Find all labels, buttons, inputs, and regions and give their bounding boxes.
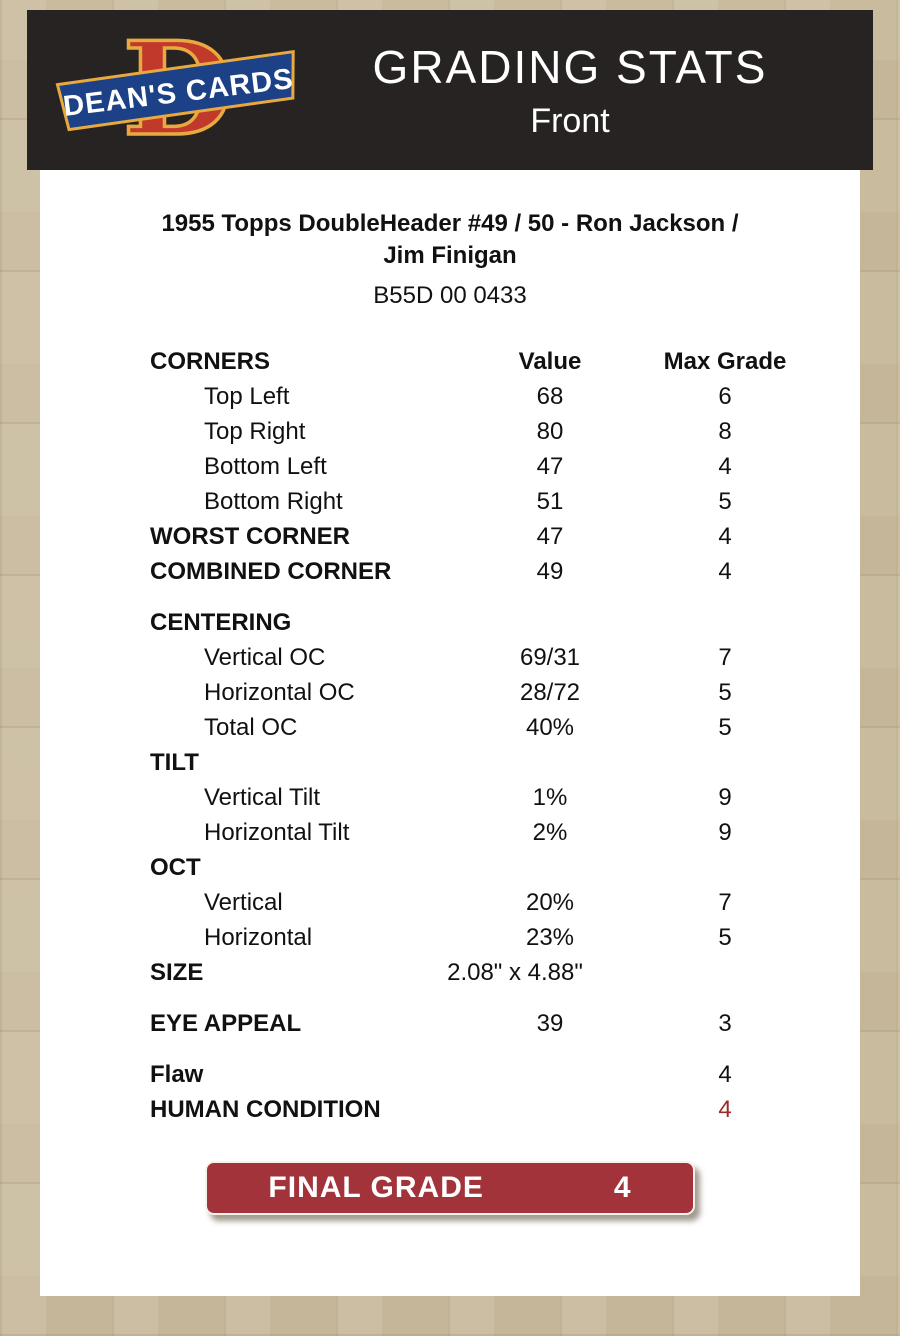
table-row: TILT — [150, 745, 860, 780]
row-label: Vertical Tilt — [204, 783, 321, 811]
row-grade: 4 — [718, 1060, 732, 1088]
row-label: Horizontal Tilt — [204, 818, 350, 846]
table-row: EYE APPEAL 39 3 — [150, 1006, 860, 1041]
row-value: 69/31 — [519, 643, 581, 671]
row-grade: 7 — [718, 888, 732, 916]
row-grade: 4 — [718, 557, 732, 585]
page-title: GRADING STATS — [372, 40, 768, 93]
table-row: Total OC 40% 5 — [150, 710, 860, 745]
row-grade: Max Grade — [663, 347, 787, 375]
row-label: SIZE — [150, 958, 204, 986]
row-grade: 5 — [718, 487, 732, 515]
table-row: CORNERS Value Max Grade — [150, 344, 860, 379]
table-row: SIZE 2.08" x 4.88" — [150, 955, 860, 990]
table-row: Vertical 20% 7 — [150, 885, 860, 920]
row-label: COMBINED CORNER — [150, 557, 392, 585]
row-value: 47 — [536, 452, 564, 480]
stats-table: CORNERS Value Max Grade Top Left 68 6 Top Righ… — [40, 344, 860, 1127]
row-value: 20% — [525, 888, 575, 916]
row-label: Horizontal — [204, 923, 313, 951]
row-label: Top Right — [204, 417, 306, 445]
row-grade: 5 — [718, 713, 732, 741]
row-label: WORST CORNER — [150, 522, 350, 550]
row-grade: 6 — [718, 382, 732, 410]
table-row: OCT — [150, 850, 860, 885]
card-title-line1: 1955 Topps DoubleHeader #49 / 50 - Ron J… — [161, 210, 739, 237]
row-label: Bottom Left — [204, 452, 327, 480]
row-value: 49 — [536, 557, 564, 585]
row-grade: 9 — [718, 818, 732, 846]
table-row: Bottom Right 51 5 — [150, 484, 860, 519]
row-label: HUMAN CONDITION — [150, 1095, 381, 1123]
header-titles: GRADING STATS Front — [303, 40, 873, 141]
final-grade-button[interactable]: FINAL GRADE 4 — [205, 1161, 695, 1215]
row-value: 2% — [532, 818, 568, 846]
row-label: Bottom Right — [204, 487, 343, 515]
row-value: 2.08" x 4.88" — [447, 958, 583, 986]
table-row: Flaw 4 — [150, 1057, 860, 1092]
deans-cards-logo: D DEAN'S CARDS — [53, 13, 303, 166]
table-row: WORST CORNER 47 4 — [150, 519, 860, 554]
row-grade: 8 — [718, 417, 732, 445]
row-grade: 3 — [718, 1009, 732, 1037]
row-value: 51 — [536, 487, 564, 515]
row-grade: 9 — [718, 783, 732, 811]
row-value: 80 — [536, 417, 564, 445]
row-value: 28/72 — [519, 678, 581, 706]
content-sheet: 1955 Topps DoubleHeader #49 / 50 - Ron J… — [40, 170, 860, 1296]
row-grade: 7 — [718, 643, 732, 671]
row-value: 23% — [525, 923, 575, 951]
table-row: CENTERING — [150, 605, 860, 640]
table-row: Vertical OC 69/31 7 — [150, 640, 860, 675]
card-title-line2: Jim Finigan — [383, 242, 517, 269]
row-value: 39 — [536, 1009, 564, 1037]
row-label: Vertical OC — [204, 643, 326, 671]
table-row: Bottom Left 47 4 — [150, 449, 860, 484]
row-label: Horizontal OC — [204, 678, 355, 706]
row-value: 47 — [536, 522, 564, 550]
table-row: Horizontal OC 28/72 5 — [150, 675, 860, 710]
row-grade: 4 — [718, 452, 732, 480]
page-subtitle: Front — [530, 101, 610, 140]
logo-icon: D DEAN'S CARDS — [55, 13, 295, 166]
row-value: Value — [518, 347, 582, 375]
row-label: OCT — [150, 853, 201, 881]
card-serial: B55D 00 0433 — [373, 282, 527, 309]
final-grade-value: 4 — [613, 1171, 632, 1204]
row-label: CORNERS — [150, 347, 271, 375]
table-row: Horizontal 23% 5 — [150, 920, 860, 955]
row-value: 1% — [532, 783, 568, 811]
table-row: Top Left 68 6 — [150, 379, 860, 414]
row-label: Total OC — [204, 713, 298, 741]
header-bar: D DEAN'S CARDS GRADING STATS Front — [27, 10, 873, 170]
row-grade: 5 — [718, 923, 732, 951]
logo-ribbon — [55, 49, 295, 131]
table-row: HUMAN CONDITION 4 — [150, 1092, 860, 1127]
table-row: Vertical Tilt 1% 9 — [150, 780, 860, 815]
row-grade: 4 — [718, 1095, 732, 1123]
row-value: 40% — [525, 713, 575, 741]
row-grade: 4 — [718, 522, 732, 550]
final-grade-label: FINAL GRADE — [268, 1171, 484, 1204]
table-row: Horizontal Tilt 2% 9 — [150, 815, 860, 850]
row-label: EYE APPEAL — [150, 1009, 302, 1037]
table-row: Top Right 80 8 — [150, 414, 860, 449]
table-row: COMBINED CORNER 49 4 — [150, 554, 860, 589]
row-label: Top Left — [204, 382, 290, 410]
row-label: TILT — [150, 748, 199, 776]
row-value: 68 — [536, 382, 564, 410]
row-grade: 5 — [718, 678, 732, 706]
row-label: Flaw — [150, 1060, 204, 1088]
row-label: Vertical — [204, 888, 283, 916]
row-label: CENTERING — [150, 608, 292, 636]
card-title: 1955 Topps DoubleHeader #49 / 50 - Ron J… — [40, 208, 860, 272]
